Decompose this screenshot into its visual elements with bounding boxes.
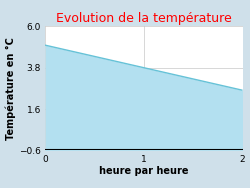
Y-axis label: Température en °C: Température en °C [6,37,16,140]
X-axis label: heure par heure: heure par heure [99,166,188,176]
Title: Evolution de la température: Evolution de la température [56,12,232,25]
